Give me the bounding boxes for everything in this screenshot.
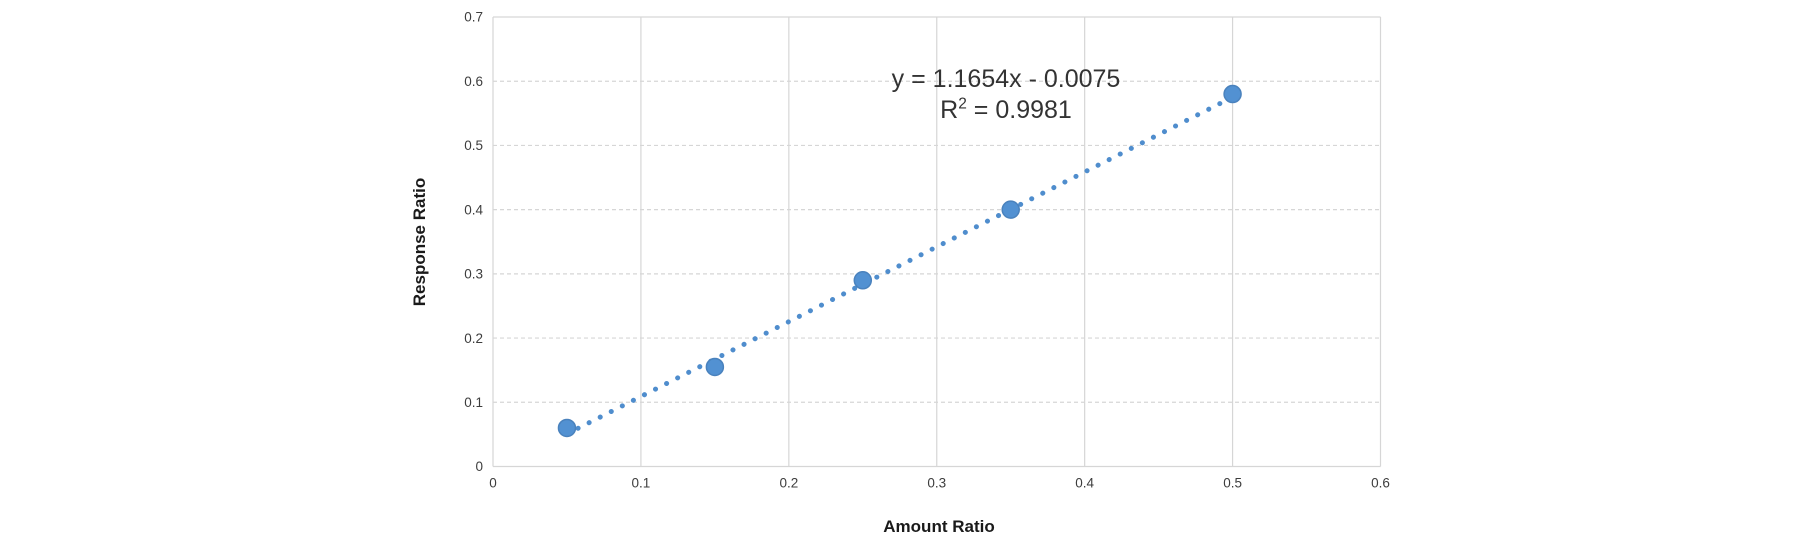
- trendline: [564, 94, 1236, 437]
- x-tick-label: 0.3: [927, 476, 946, 491]
- x-tick-label: 0.2: [779, 476, 798, 491]
- x-tick-label: 0.4: [1075, 476, 1094, 491]
- trendline-equation-text: y = 1.1654x - 0.0075: [891, 65, 1121, 93]
- y-tick-label: 0.7: [464, 10, 483, 25]
- y-axis-title: Response Ratio: [410, 177, 429, 307]
- trendline-annotation: y = 1.1654x - 0.0075 R2 = 0.9981: [892, 64, 1121, 126]
- y-tick-label: 0.1: [464, 395, 483, 410]
- data-point: [705, 357, 725, 377]
- x-tick-label: 0.6: [1371, 476, 1390, 491]
- y-tick-label: 0.5: [464, 138, 483, 153]
- data-point: [557, 418, 577, 438]
- x-tick-label: 0.5: [1223, 476, 1242, 491]
- y-tick-label: 0.3: [464, 267, 483, 282]
- data-point: [1001, 200, 1020, 219]
- y-tick-label: 0.2: [464, 331, 483, 346]
- data-point: [853, 271, 873, 290]
- x-tick-label: 0.1: [632, 476, 651, 491]
- r-squared-superscript: 2: [958, 95, 967, 113]
- r-squared-text: R2 = 0.9981: [892, 95, 1121, 126]
- y-tick-label: 0.6: [464, 74, 483, 89]
- r-squared-value: = 0.9981: [966, 96, 1072, 124]
- x-tick-label: 0: [489, 476, 497, 491]
- x-axis-title: Amount Ratio: [883, 517, 995, 536]
- r-squared-prefix: R: [940, 96, 959, 124]
- y-tick-label: 0: [475, 459, 483, 474]
- y-tick-label: 0.4: [464, 202, 483, 217]
- data-point: [1223, 84, 1242, 104]
